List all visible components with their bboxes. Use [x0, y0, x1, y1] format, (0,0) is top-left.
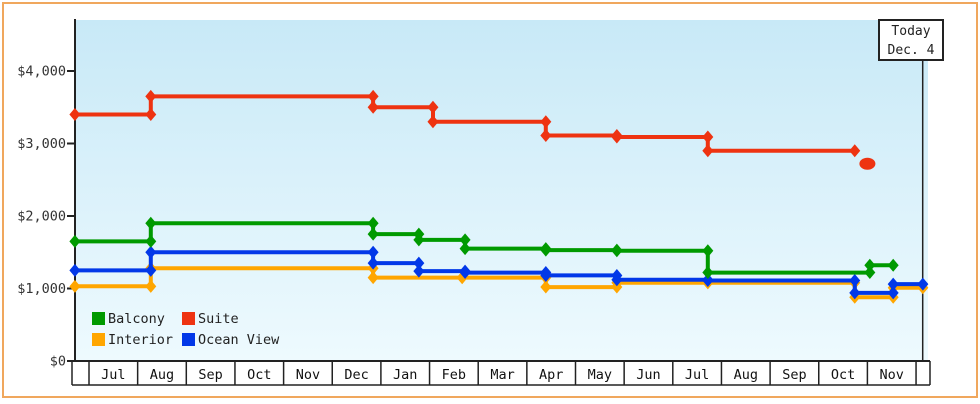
- x-axis-month-label: Apr: [539, 367, 563, 383]
- marker-suite: [367, 89, 379, 103]
- marker-ocean-view: [413, 256, 425, 270]
- marker-balcony: [459, 242, 471, 256]
- x-axis-month-label: Sep: [782, 367, 806, 383]
- marker-suite: [145, 89, 157, 103]
- marker-suite: [145, 108, 157, 121]
- marker-suite: [69, 108, 81, 121]
- x-axis-month-label: Aug: [150, 367, 174, 383]
- x-axis-month-label: Mar: [490, 367, 514, 383]
- marker-ocean-view: [611, 273, 623, 287]
- marker-ocean-view: [459, 266, 471, 280]
- x-axis-month-label: Jul: [685, 367, 709, 383]
- marker-balcony: [540, 243, 552, 257]
- y-axis-tick-label: $2,000: [17, 209, 66, 225]
- marker-suite: [702, 144, 714, 158]
- marker-balcony: [413, 233, 425, 247]
- legend-label-suite: Suite: [198, 310, 239, 327]
- x-axis-month-label: Oct: [247, 367, 271, 383]
- series-balcony: [69, 216, 899, 280]
- x-axis-month-label: Dec: [344, 367, 368, 383]
- marker-ocean-view: [367, 245, 379, 259]
- x-axis-month-label: Jul: [101, 367, 125, 383]
- marker-ocean-view: [69, 263, 81, 277]
- legend-swatch-interior: [92, 333, 105, 346]
- marker-balcony: [864, 258, 876, 272]
- series-ocean-view: [69, 245, 929, 300]
- y-axis-tick-label: $0: [50, 354, 66, 370]
- series-line-balcony: [74, 221, 894, 275]
- x-axis-month-label: Nov: [296, 367, 320, 383]
- marker-suite: [427, 115, 439, 129]
- plot-background: [75, 20, 928, 361]
- series-line-interior: [74, 266, 923, 300]
- x-axis-month-label: Jun: [636, 367, 660, 383]
- x-axis-month-label: Aug: [734, 367, 758, 383]
- legend-label-ocean-view: Ocean View: [198, 331, 280, 348]
- marker-ocean-view: [702, 274, 714, 288]
- marker-ocean-view: [145, 245, 157, 259]
- marker-interior: [367, 271, 379, 285]
- marker-balcony: [367, 216, 379, 230]
- marker-balcony: [145, 216, 157, 230]
- y-axis-tick-label: $4,000: [17, 64, 66, 80]
- legend-swatch-balcony: [92, 312, 105, 325]
- x-axis-month-label: Oct: [831, 367, 855, 383]
- marker-balcony: [367, 227, 379, 241]
- marker-suite: [849, 144, 861, 158]
- legend-row-2: Interior Ocean View: [92, 329, 279, 350]
- today-label: Today: [891, 24, 931, 39]
- marker-balcony: [702, 244, 714, 258]
- x-axis-month-label: Nov: [880, 367, 904, 383]
- marker-ocean-view: [887, 277, 899, 291]
- legend-swatch-ocean-view: [182, 333, 195, 346]
- marker-suite: [540, 129, 552, 143]
- marker-ocean-view: [849, 274, 861, 288]
- x-axis-month-label: Jan: [393, 367, 417, 383]
- legend-row-1: Balcony Suite: [92, 308, 279, 329]
- y-axis-tick-label: $1,000: [17, 281, 66, 297]
- x-axis-month-label: May: [588, 367, 612, 383]
- marker-suite: [611, 130, 623, 144]
- marker-balcony: [887, 258, 899, 272]
- legend-swatch-suite: [182, 312, 195, 325]
- marker-balcony: [864, 266, 876, 280]
- marker-ocean-view: [413, 264, 425, 278]
- chart-legend: Balcony Suite Interior Ocean View: [92, 308, 279, 350]
- marker-balcony: [611, 244, 623, 258]
- marker-ocean-view: [887, 286, 899, 300]
- marker-interior: [540, 280, 552, 294]
- marker-ocean-view: [540, 268, 552, 282]
- marker-ocean-view: [145, 263, 157, 277]
- today-marker-box: Today Dec. 4: [878, 19, 944, 61]
- marker-interior: [145, 279, 157, 293]
- marker-balcony: [145, 234, 157, 248]
- current-price-dot-suite: [859, 157, 876, 170]
- legend-label-interior: Interior: [108, 331, 174, 348]
- legend-label-balcony: Balcony: [108, 310, 165, 327]
- marker-suite: [702, 130, 714, 144]
- marker-interior: [69, 279, 81, 293]
- y-axis-tick-label: $3,000: [17, 136, 66, 152]
- marker-balcony: [459, 233, 471, 247]
- series-line-suite: [74, 94, 855, 153]
- marker-ocean-view: [849, 286, 861, 300]
- x-axis-month-label: Feb: [442, 367, 466, 383]
- x-axis-month-row: Jul Aug Sep Oct Nov Dec Jan Feb Mar Apr May Jun Jul A…: [71, 360, 931, 386]
- x-axis-month-label: Sep: [198, 367, 222, 383]
- today-date: Dec. 4: [887, 43, 935, 58]
- marker-ocean-view: [917, 277, 929, 291]
- marker-ocean-view: [367, 256, 379, 270]
- marker-suite: [427, 100, 439, 114]
- marker-suite: [367, 100, 379, 114]
- marker-balcony: [69, 234, 81, 248]
- marker-suite: [540, 115, 552, 129]
- marker-balcony: [702, 266, 714, 280]
- series-suite: [69, 89, 876, 170]
